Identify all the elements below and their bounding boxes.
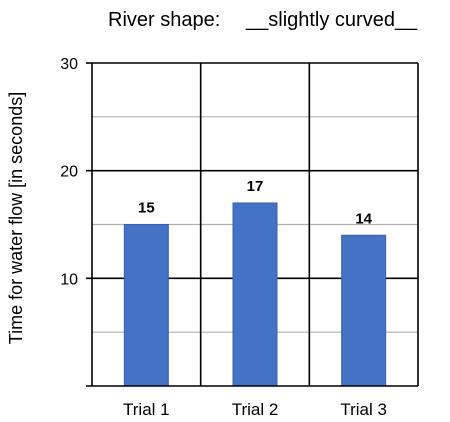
labels: 15 Trial 1 17 Trial 2 14 Trial 3 10 20 30 [60, 56, 387, 419]
data-label: 15 [138, 200, 155, 217]
chart-header-river-shape: __slightly curved__ [245, 9, 418, 31]
x-tick-label: Trial 3 [340, 400, 387, 419]
chart-header-prefix: River shape: [108, 9, 220, 31]
bar-trial-3 [341, 234, 387, 387]
y-axis-label: Time for water flow [in seconds] [6, 92, 26, 344]
y-tick-label: 20 [60, 164, 78, 181]
data-label: 17 [247, 178, 264, 195]
y-tick-label: 30 [60, 56, 78, 73]
data-label: 14 [355, 210, 372, 227]
axes [86, 62, 418, 387]
x-tick-label: Trial 2 [232, 400, 279, 419]
bar-trial-2 [232, 202, 278, 387]
bar-trial-1 [123, 224, 169, 387]
y-tick-label: 10 [60, 271, 78, 288]
x-tick-label: Trial 1 [123, 400, 170, 419]
bars [123, 202, 387, 387]
